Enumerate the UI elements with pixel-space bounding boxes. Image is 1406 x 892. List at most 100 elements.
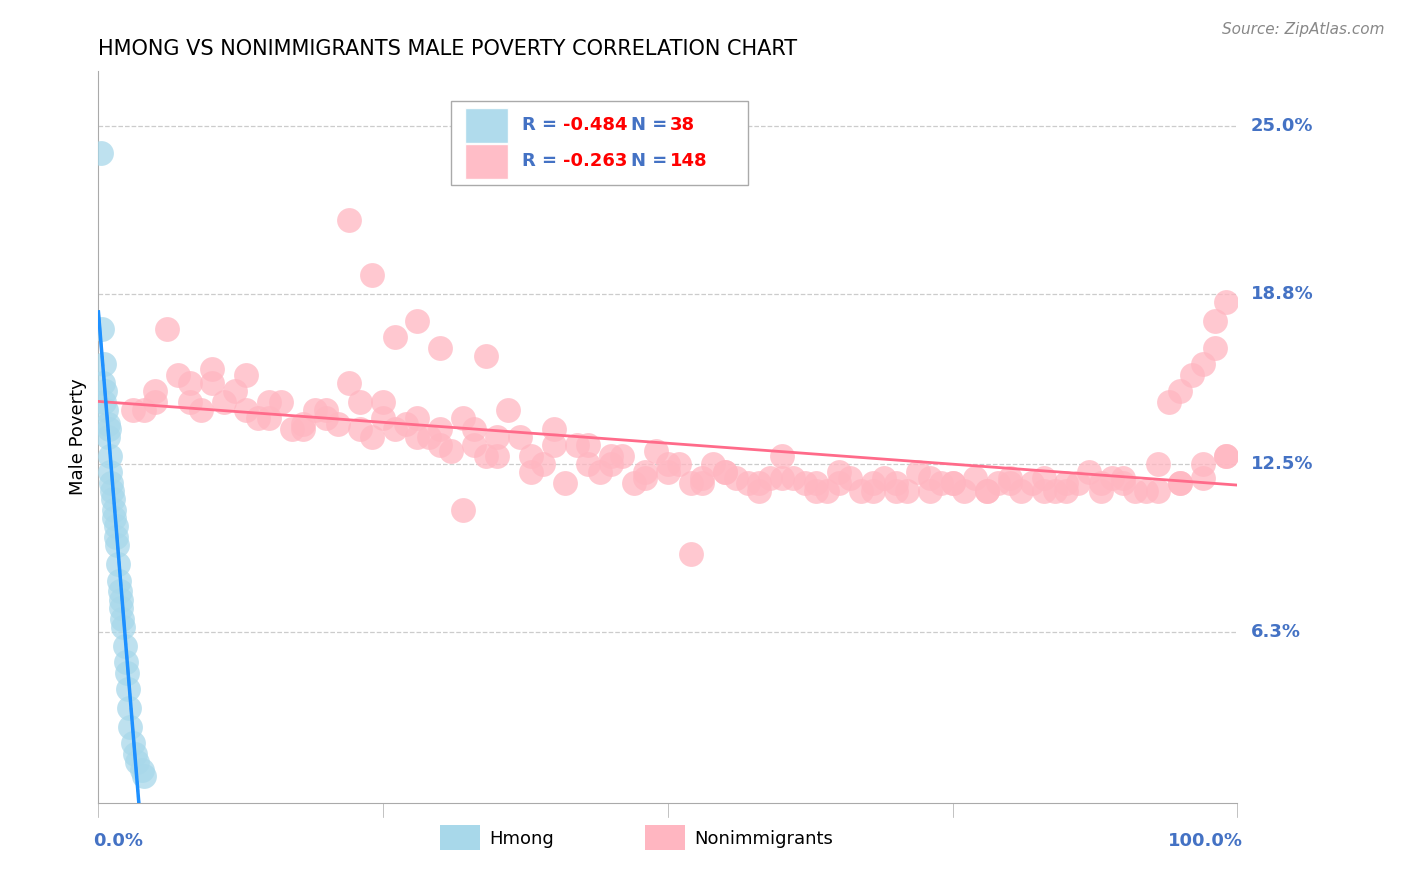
Point — [770, 471, 793, 485]
Point — [1067, 476, 1090, 491]
Point — [349, 395, 371, 409]
Point — [281, 422, 304, 436]
Point — [543, 422, 565, 436]
Point — [90, 322, 112, 336]
Point — [111, 611, 134, 625]
Point — [862, 476, 884, 491]
Point — [463, 438, 485, 452]
Point — [1215, 449, 1237, 463]
Point — [748, 484, 770, 499]
Point — [737, 476, 759, 491]
Point — [828, 476, 851, 491]
Text: 100.0%: 100.0% — [1168, 832, 1243, 850]
Point — [127, 755, 149, 769]
Point — [1078, 465, 1101, 479]
FancyBboxPatch shape — [465, 108, 509, 143]
Point — [976, 484, 998, 499]
Point — [942, 476, 965, 491]
Point — [349, 422, 371, 436]
Point — [395, 417, 418, 431]
Text: Hmong: Hmong — [489, 830, 554, 847]
Point — [360, 268, 382, 282]
Point — [94, 384, 117, 398]
Point — [429, 438, 451, 452]
Point — [623, 476, 645, 491]
Point — [315, 411, 337, 425]
Point — [1157, 395, 1180, 409]
Point — [337, 376, 360, 390]
Point — [360, 430, 382, 444]
Point — [679, 547, 702, 561]
Point — [131, 764, 153, 778]
Point — [451, 411, 474, 425]
Point — [132, 769, 155, 783]
Point — [100, 476, 122, 491]
Point — [97, 422, 120, 436]
Point — [1192, 457, 1215, 471]
Point — [714, 465, 737, 479]
Text: R =: R = — [522, 152, 564, 169]
Point — [679, 476, 702, 491]
Bar — [645, 825, 685, 850]
Point — [657, 457, 679, 471]
Bar — [440, 825, 479, 850]
Point — [1215, 449, 1237, 463]
Point — [1032, 484, 1054, 499]
Point — [451, 503, 474, 517]
Point — [371, 395, 394, 409]
Point — [600, 457, 623, 471]
Point — [91, 376, 114, 390]
Point — [98, 449, 121, 463]
Point — [1215, 294, 1237, 309]
Point — [498, 403, 520, 417]
Point — [429, 422, 451, 436]
Point — [486, 449, 509, 463]
Point — [759, 471, 782, 485]
Point — [690, 476, 713, 491]
Point — [108, 574, 131, 588]
Point — [121, 403, 143, 417]
Point — [942, 476, 965, 491]
Point — [1054, 484, 1078, 499]
Point — [645, 443, 668, 458]
Point — [520, 465, 543, 479]
Point — [110, 600, 132, 615]
Point — [862, 484, 884, 499]
Text: HMONG VS NONIMMIGRANTS MALE POVERTY CORRELATION CHART: HMONG VS NONIMMIGRANTS MALE POVERTY CORR… — [98, 38, 797, 59]
Point — [543, 438, 565, 452]
Point — [1054, 476, 1078, 491]
Point — [406, 313, 429, 327]
Point — [714, 465, 737, 479]
Point — [179, 395, 201, 409]
Point — [179, 376, 201, 390]
Point — [520, 449, 543, 463]
Point — [429, 341, 451, 355]
Point — [748, 476, 770, 491]
Point — [124, 747, 146, 761]
Point — [156, 322, 179, 336]
Point — [1090, 484, 1112, 499]
Point — [600, 449, 623, 463]
Point — [224, 384, 246, 398]
Point — [804, 476, 827, 491]
Point — [1181, 368, 1204, 382]
Text: 38: 38 — [671, 116, 695, 134]
Point — [851, 484, 873, 499]
FancyBboxPatch shape — [465, 144, 509, 179]
Point — [212, 395, 235, 409]
Point — [576, 438, 599, 452]
Point — [103, 511, 125, 525]
Point — [463, 422, 485, 436]
Point — [167, 368, 190, 382]
Point — [418, 430, 440, 444]
Point — [114, 639, 136, 653]
Point — [107, 558, 129, 572]
Point — [259, 395, 281, 409]
Point — [371, 411, 394, 425]
Point — [384, 422, 406, 436]
Point — [612, 449, 634, 463]
Point — [873, 471, 896, 485]
Point — [634, 471, 657, 485]
Point — [110, 592, 132, 607]
Point — [918, 471, 941, 485]
